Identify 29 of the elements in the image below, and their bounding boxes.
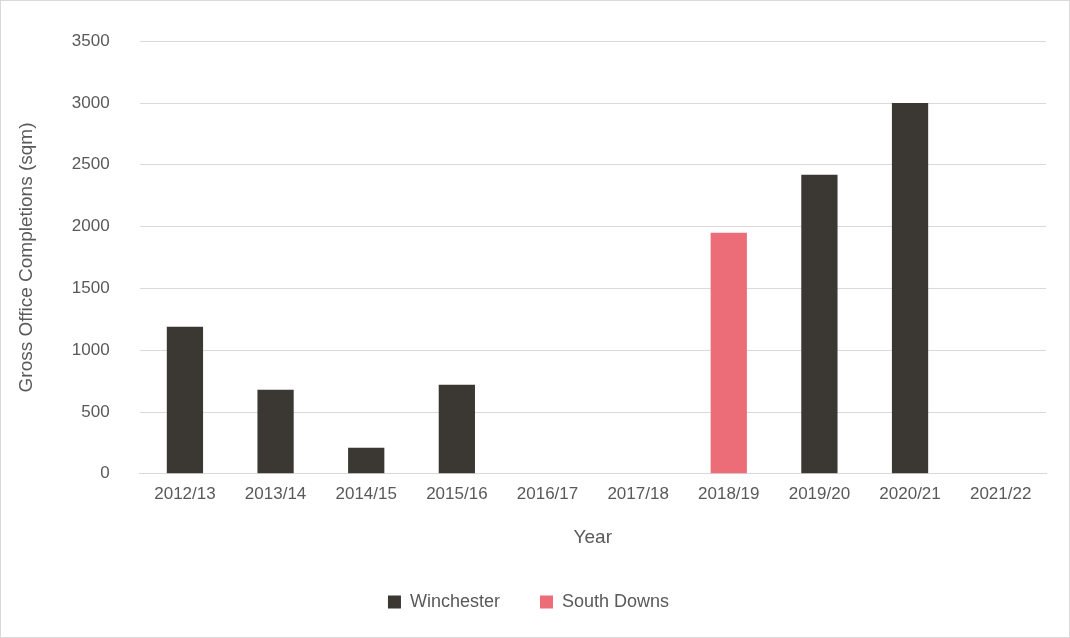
bar <box>348 447 385 474</box>
y-tick-label: 1000 <box>71 339 110 359</box>
legend-label: Winchester <box>409 590 500 611</box>
x-tick-label: 2021/22 <box>969 483 1032 503</box>
y-tick-label: 0 <box>100 463 110 483</box>
x-tick-label: 2015/16 <box>426 483 488 503</box>
x-tick-label: 2019/20 <box>788 483 851 503</box>
x-tick-label: 2020/21 <box>879 483 941 503</box>
x-tick-label: 2017/18 <box>607 483 669 503</box>
bar <box>166 326 204 474</box>
x-tick-label: 2016/17 <box>516 483 579 503</box>
bar <box>710 232 747 474</box>
x-axis-title: Year <box>573 525 613 547</box>
bar <box>257 389 294 474</box>
y-tick-label: 2000 <box>71 216 110 236</box>
y-tick-label: 3500 <box>71 30 110 50</box>
bar <box>891 103 929 474</box>
x-tick-label: 2018/19 <box>698 483 760 503</box>
y-tick-label: 2500 <box>71 154 110 174</box>
bar <box>801 174 838 474</box>
y-tick-label: 1500 <box>71 278 110 298</box>
y-axis-title: Gross Office Completions (sqm) <box>14 122 36 393</box>
y-tick-label: 3000 <box>71 92 110 112</box>
legend-label: South Downs <box>561 590 670 611</box>
x-tick-label: 2012/13 <box>154 483 216 503</box>
bar <box>438 384 475 474</box>
y-tick-label: 500 <box>81 401 110 421</box>
x-tick-label: 2014/15 <box>335 483 397 503</box>
x-tick-label: 2013/14 <box>244 483 307 503</box>
